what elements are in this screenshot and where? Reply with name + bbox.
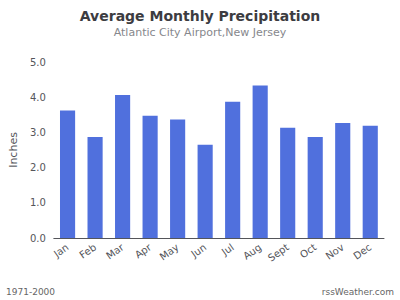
svg-text:Jan: Jan [51,241,71,259]
svg-text:Jun: Jun [188,241,208,260]
svg-text:Sept: Sept [266,241,291,263]
svg-text:Average Monthly Precipitation: Average Monthly Precipitation [80,8,320,24]
svg-text:Dec: Dec [351,241,373,261]
svg-text:4.0: 4.0 [30,92,46,103]
svg-text:Oct: Oct [298,241,319,260]
svg-text:rssWeather.com: rssWeather.com [322,287,394,297]
svg-text:Feb: Feb [77,241,98,260]
svg-text:Aug: Aug [241,241,263,261]
svg-text:Apr: Apr [133,241,154,260]
svg-text:Jul: Jul [219,241,236,258]
svg-text:2.0: 2.0 [30,162,46,173]
svg-text:Nov: Nov [324,241,346,261]
svg-text:Mar: Mar [104,241,126,261]
svg-text:0.0: 0.0 [30,233,46,244]
svg-text:3.0: 3.0 [30,127,46,138]
svg-text:Atlantic City Airport,New Jers: Atlantic City Airport,New Jersey [114,26,287,39]
svg-text:Inches: Inches [7,132,20,168]
svg-text:1.0: 1.0 [30,197,46,208]
svg-text:May: May [158,241,181,262]
svg-text:1971-2000: 1971-2000 [6,287,55,297]
svg-text:5.0: 5.0 [30,57,46,68]
